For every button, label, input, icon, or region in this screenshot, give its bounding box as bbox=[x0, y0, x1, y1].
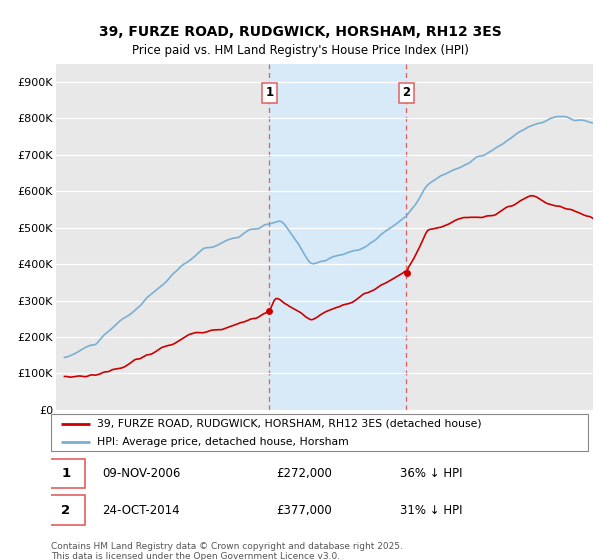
Text: Contains HM Land Registry data © Crown copyright and database right 2025.
This d: Contains HM Land Registry data © Crown c… bbox=[51, 542, 403, 560]
Bar bbox=[269, 64, 406, 410]
Text: 39, FURZE ROAD, RUDGWICK, HORSHAM, RH12 3ES: 39, FURZE ROAD, RUDGWICK, HORSHAM, RH12 … bbox=[98, 26, 502, 39]
Text: 24-OCT-2014: 24-OCT-2014 bbox=[102, 504, 179, 517]
Text: 36% ↓ HPI: 36% ↓ HPI bbox=[400, 467, 463, 480]
Text: 1: 1 bbox=[265, 86, 274, 100]
Text: 39, FURZE ROAD, RUDGWICK, HORSHAM, RH12 3ES (detached house): 39, FURZE ROAD, RUDGWICK, HORSHAM, RH12 … bbox=[97, 419, 481, 429]
Text: 2: 2 bbox=[402, 86, 410, 100]
Text: 1: 1 bbox=[61, 467, 71, 480]
Text: 09-NOV-2006: 09-NOV-2006 bbox=[102, 467, 181, 480]
Text: 31% ↓ HPI: 31% ↓ HPI bbox=[400, 504, 463, 517]
Text: £272,000: £272,000 bbox=[277, 467, 332, 480]
Text: Price paid vs. HM Land Registry's House Price Index (HPI): Price paid vs. HM Land Registry's House … bbox=[131, 44, 469, 57]
Text: HPI: Average price, detached house, Horsham: HPI: Average price, detached house, Hors… bbox=[97, 437, 349, 447]
FancyBboxPatch shape bbox=[47, 459, 85, 488]
FancyBboxPatch shape bbox=[47, 496, 85, 525]
FancyBboxPatch shape bbox=[51, 414, 588, 451]
Text: £377,000: £377,000 bbox=[277, 504, 332, 517]
Text: 2: 2 bbox=[61, 504, 71, 517]
